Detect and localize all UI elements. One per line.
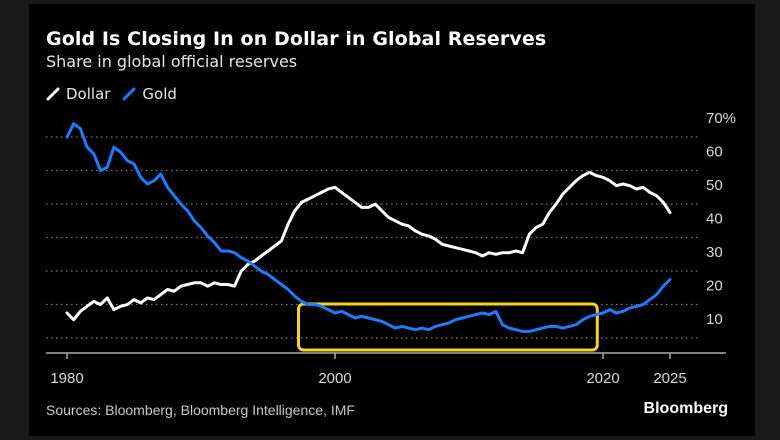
y-tick-label: 50 bbox=[706, 177, 723, 194]
bloomberg-logo: Bloomberg bbox=[643, 400, 728, 417]
x-tick-label: 1980 bbox=[50, 370, 83, 387]
y-tick-label: 60 bbox=[706, 144, 723, 161]
x-tick-label: 2000 bbox=[318, 370, 351, 387]
legend-swatch-gold-icon bbox=[122, 87, 136, 101]
legend: Dollar Gold bbox=[46, 85, 189, 103]
y-axis: 10 20 30 40 50 60 70% bbox=[706, 110, 736, 328]
legend-swatch-dollar-icon bbox=[46, 87, 60, 101]
chart-subtitle: Share in global official reserves bbox=[46, 52, 298, 71]
y-tick-label: 10 bbox=[706, 311, 723, 328]
series-line-gold bbox=[65, 122, 672, 333]
series-line-dollar bbox=[65, 170, 672, 322]
x-axis: 1980 2000 2020 2025 bbox=[46, 352, 726, 387]
y-tick-label: 20 bbox=[706, 278, 723, 295]
gridlines bbox=[46, 136, 700, 339]
source-note: Sources: Bloomberg, Bloomberg Intelligen… bbox=[46, 402, 355, 418]
legend-item-dollar: Dollar bbox=[46, 85, 110, 103]
legend-label-gold: Gold bbox=[142, 85, 177, 103]
legend-label-dollar: Dollar bbox=[66, 85, 111, 103]
annotations bbox=[297, 302, 599, 352]
x-tick-label: 2025 bbox=[653, 370, 686, 387]
series-lines bbox=[65, 122, 672, 333]
x-tick-label: 2020 bbox=[586, 370, 619, 387]
legend-item-gold: Gold bbox=[122, 85, 177, 103]
chart-title: Gold Is Closing In on Dollar in Global R… bbox=[46, 28, 547, 50]
highlight-box bbox=[297, 302, 599, 352]
y-tick-label: 40 bbox=[706, 211, 723, 228]
y-tick-label: 30 bbox=[706, 244, 723, 261]
y-tick-label: 70% bbox=[706, 110, 736, 127]
